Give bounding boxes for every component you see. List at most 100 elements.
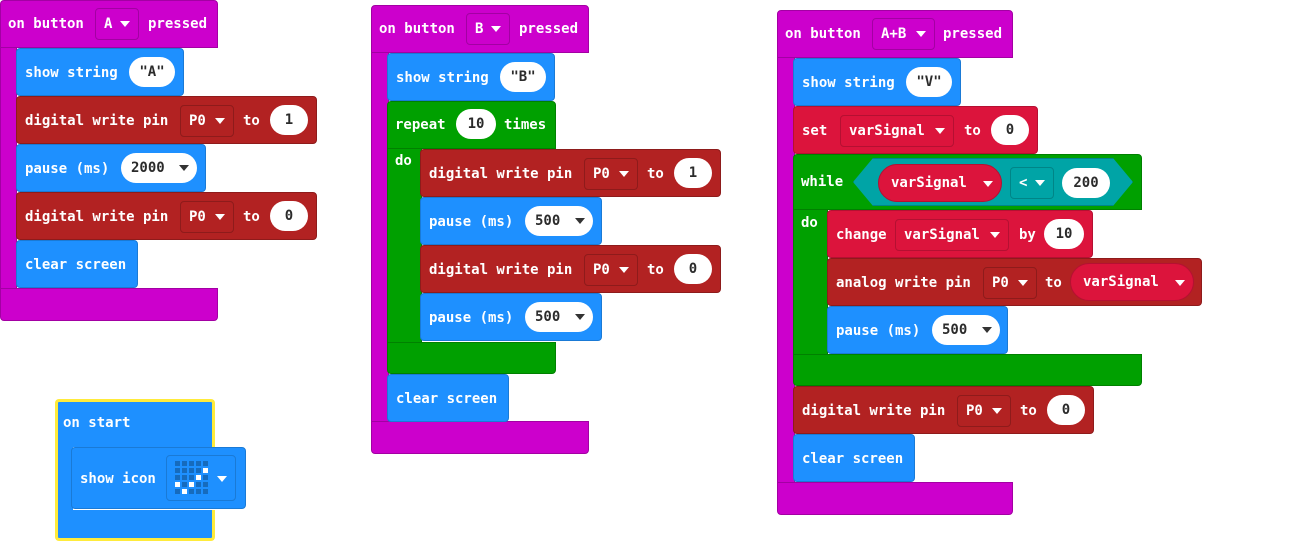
show-icon-label: show icon [80, 471, 156, 487]
pause-value-dropdown[interactable]: 500 [525, 302, 593, 332]
led-cell [189, 482, 194, 487]
variable-name: varSignal [849, 123, 925, 139]
variable-reporter[interactable]: varSignal [878, 164, 1002, 202]
write-value-field[interactable]: 0 [674, 254, 712, 284]
analog-write-block[interactable]: analog write pin P0 to varSignal [827, 258, 1202, 306]
write-value: 1 [284, 112, 294, 128]
led-cell [196, 482, 201, 487]
variable-reporter[interactable]: varSignal [1070, 263, 1194, 301]
clear-screen-block[interactable]: clear screen [793, 434, 915, 482]
string-value-field[interactable]: "B" [500, 62, 546, 92]
write-value-field[interactable]: 0 [270, 201, 308, 231]
pin-dropdown[interactable]: P0 [983, 267, 1037, 299]
pause-label: pause (ms) [836, 323, 921, 339]
hat-suffix-label: pressed [943, 26, 1003, 42]
write-value-field[interactable]: 1 [674, 158, 712, 188]
string-value-field[interactable]: "V" [906, 67, 952, 97]
clear-screen-label: clear screen [396, 391, 498, 407]
pin-dropdown[interactable]: P0 [584, 158, 638, 190]
pause-block[interactable]: pause (ms) 500 [827, 306, 1008, 354]
on-start-arm [55, 446, 73, 511]
led-cell [196, 461, 201, 466]
pin-dropdown[interactable]: P0 [180, 105, 234, 137]
chevron-down-icon [1018, 280, 1028, 286]
to-label: to [1020, 403, 1037, 419]
chevron-down-icon [217, 476, 227, 482]
set-variable-block[interactable]: set varSignal to 0 [793, 106, 1038, 154]
repeat-count-field[interactable]: 10 [456, 109, 496, 139]
pin-dropdown[interactable]: P0 [584, 254, 638, 286]
pin-value: P0 [593, 166, 610, 182]
show-string-label: show string [802, 75, 895, 91]
digital-write-block[interactable]: digital write pin P0 to 0 [16, 192, 317, 240]
string-value: "V" [916, 74, 942, 90]
led-cell [182, 468, 187, 473]
write-value-field[interactable]: 0 [1047, 395, 1085, 425]
led-cell [196, 475, 201, 480]
to-label: to [243, 209, 260, 225]
while-arm [793, 209, 828, 355]
pause-block[interactable]: pause (ms) 2000 [16, 144, 206, 192]
pause-value-dropdown[interactable]: 500 [525, 206, 593, 236]
write-value: 0 [1061, 402, 1071, 418]
repeat-arm [387, 148, 422, 343]
clear-screen-block[interactable]: clear screen [387, 374, 509, 422]
clear-screen-block[interactable]: clear screen [16, 240, 138, 288]
on-start-hat[interactable] [55, 399, 215, 447]
pause-value-dropdown[interactable]: 500 [932, 315, 1000, 345]
digital-write-block[interactable]: digital write pin P0 to 1 [16, 96, 317, 144]
variable-dropdown[interactable]: varSignal [840, 115, 954, 147]
button-select-dropdown[interactable]: B [466, 13, 510, 45]
on-start-footer [55, 510, 215, 541]
show-icon-block[interactable]: show icon [71, 447, 246, 509]
digital-write-block[interactable]: digital write pin P0 to 0 [793, 386, 1094, 434]
digital-write-label: digital write pin [429, 262, 573, 278]
pause-block[interactable]: pause (ms) 500 [420, 197, 602, 245]
hat-prefix-label: on button [785, 26, 861, 42]
chevron-down-icon [215, 214, 225, 220]
chevron-down-icon [1035, 180, 1045, 186]
show-string-block[interactable]: show string "A" [16, 48, 184, 96]
operator-dropdown[interactable]: < [1010, 167, 1054, 199]
show-string-block[interactable]: show string "B" [387, 53, 555, 101]
pause-value: 500 [535, 309, 561, 325]
set-value-field[interactable]: 0 [991, 115, 1029, 145]
led-cell [175, 489, 180, 494]
led-cell [203, 468, 208, 473]
chevron-down-icon [982, 327, 992, 333]
chevron-down-icon [179, 165, 189, 171]
pin-dropdown[interactable]: P0 [957, 395, 1011, 427]
to-label: to [647, 262, 664, 278]
led-cell [189, 461, 194, 466]
button-select-dropdown[interactable]: A [95, 8, 139, 40]
to-label: to [243, 113, 260, 129]
variable-dropdown[interactable]: varSignal [895, 219, 1009, 251]
write-value-field[interactable]: 1 [270, 105, 308, 135]
compare-value-field[interactable]: 200 [1062, 168, 1110, 198]
change-variable-block[interactable]: change varSignal by 10 [827, 210, 1093, 258]
chevron-down-icon [575, 218, 585, 224]
led-cell [203, 482, 208, 487]
on-button-ab-footer [777, 482, 1013, 515]
digital-write-block[interactable]: digital write pin P0 to 0 [420, 245, 721, 293]
digital-write-block[interactable]: digital write pin P0 to 1 [420, 149, 721, 197]
variable-name: varSignal [904, 227, 980, 243]
chevron-down-icon [916, 31, 926, 37]
button-select-dropdown[interactable]: A+B [872, 18, 935, 50]
string-value-field[interactable]: "A" [129, 57, 175, 87]
digital-write-label: digital write pin [802, 403, 946, 419]
led-cell [203, 461, 208, 466]
comparison-block[interactable]: varSignal < 200 [853, 158, 1133, 206]
digital-write-label: digital write pin [25, 113, 169, 129]
pin-dropdown[interactable]: P0 [180, 201, 234, 233]
pause-block[interactable]: pause (ms) 500 [420, 293, 602, 341]
chevron-down-icon [575, 314, 585, 320]
led-cell [175, 468, 180, 473]
show-string-block[interactable]: show string "V" [793, 58, 961, 106]
pause-value-dropdown[interactable]: 2000 [121, 153, 197, 183]
hat-suffix-label: pressed [148, 16, 208, 32]
button-select-value: B [475, 21, 484, 37]
icon-dropdown[interactable] [166, 455, 236, 501]
analog-write-label: analog write pin [836, 275, 971, 291]
change-value-field[interactable]: 10 [1044, 219, 1084, 249]
